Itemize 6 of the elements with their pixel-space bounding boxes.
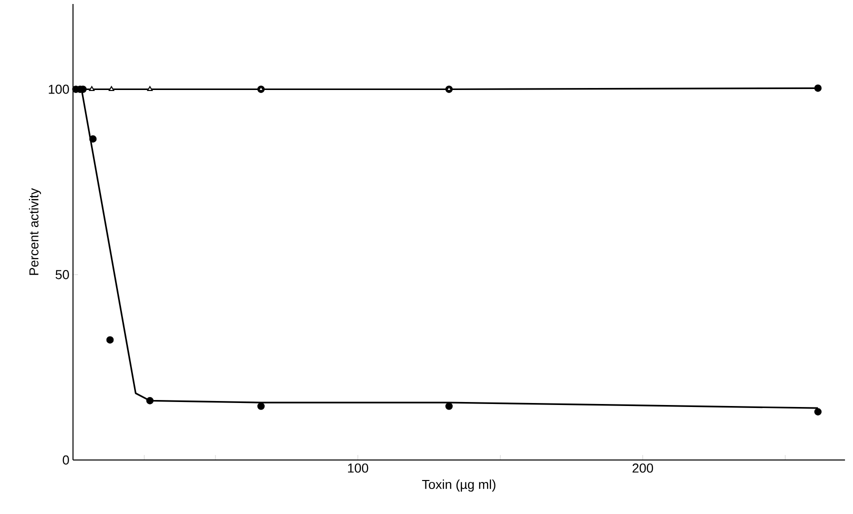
- y-axis-title: Percent activity: [28, 188, 42, 275]
- y-tick-label: 100: [48, 84, 69, 94]
- x-axis-title: Toxin (µg ml): [422, 480, 496, 492]
- y-tick-label: 0: [62, 455, 69, 465]
- y-tick-label: 50: [56, 270, 69, 280]
- x-tick-label: 200: [632, 464, 654, 473]
